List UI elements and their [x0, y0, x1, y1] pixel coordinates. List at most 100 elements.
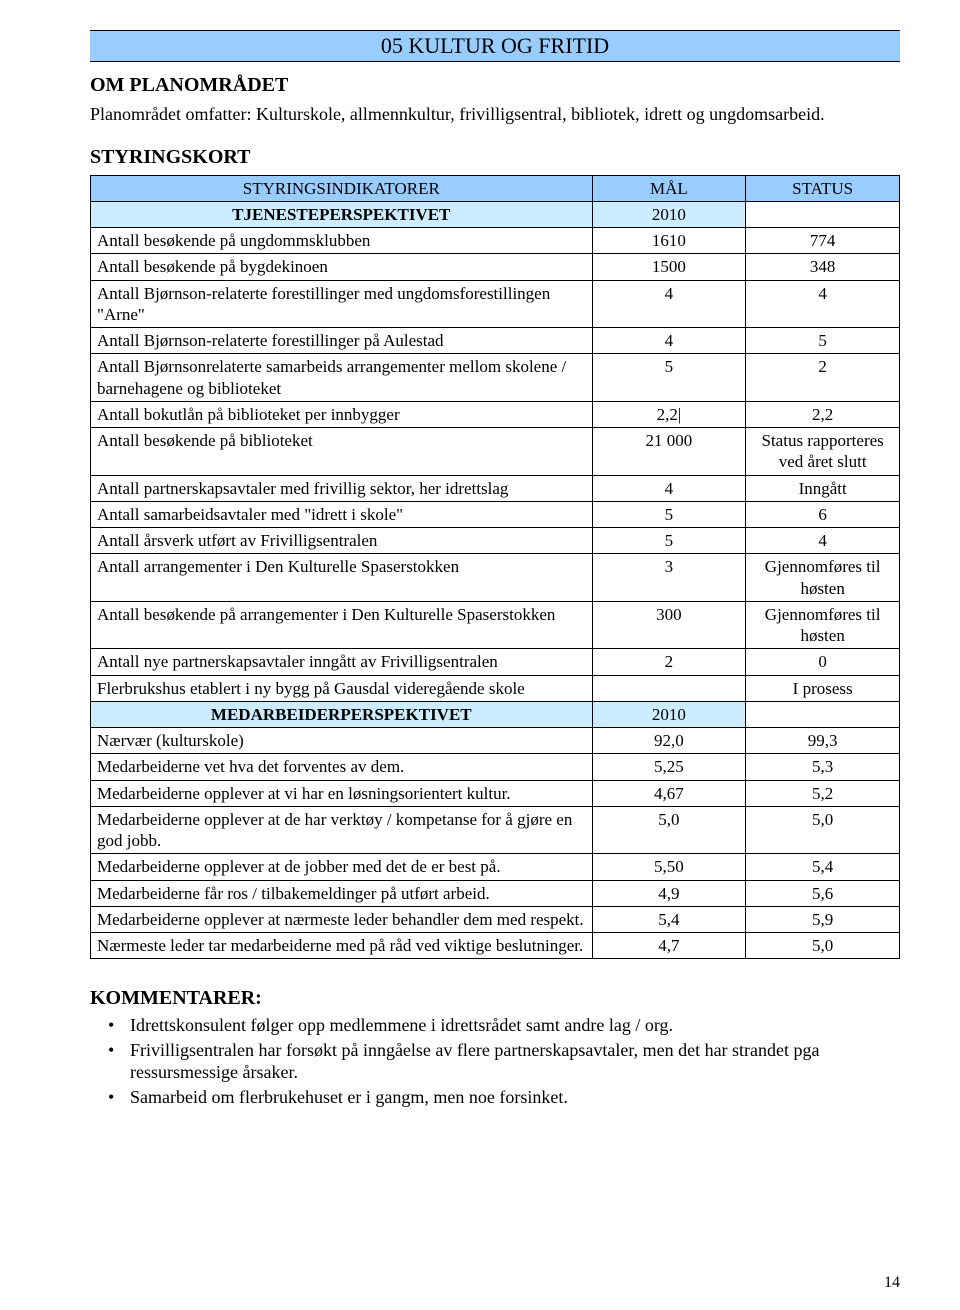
row-label: Medarbeiderne opplever at vi har en løsn… — [91, 780, 593, 806]
row-mal: 5 — [592, 354, 746, 402]
row-mal: 5,0 — [592, 806, 746, 854]
table-row: Medarbeiderne opplever at de har verktøy… — [91, 806, 900, 854]
row-status: 2 — [746, 354, 900, 402]
table-row: Antall besøkende på ungdommsklubben16107… — [91, 228, 900, 254]
table-row: Antall besøkende på arrangementer i Den … — [91, 601, 900, 649]
table-row: Medarbeiderne vet hva det forventes av d… — [91, 754, 900, 780]
row-mal: 5 — [592, 501, 746, 527]
intro-text: Planområdet omfatter: Kulturskole, allme… — [90, 103, 900, 126]
table-row: Antall bokutlån på biblioteket per innby… — [91, 401, 900, 427]
row-label: Antall arrangementer i Den Kulturelle Sp… — [91, 554, 593, 602]
list-item: Idrettskonsulent følger opp medlemmene i… — [108, 1014, 900, 1037]
row-label: Nærvær (kulturskole) — [91, 728, 593, 754]
row-label: Nærmeste leder tar medarbeiderne med på … — [91, 933, 593, 959]
row-mal: 5,50 — [592, 854, 746, 880]
row-mal: 5,25 — [592, 754, 746, 780]
row-label: Medarbeiderne opplever at nærmeste leder… — [91, 906, 593, 932]
row-status: 4 — [746, 280, 900, 328]
row-status: 5,0 — [746, 933, 900, 959]
row-label: Antall besøkende på arrangementer i Den … — [91, 601, 593, 649]
row-mal: 2,2| — [592, 401, 746, 427]
header-mal: MÅL — [592, 175, 746, 201]
row-mal — [592, 675, 746, 701]
subheader-tjeneste: TJENESTEPERSPEKTIVET 2010 — [91, 201, 900, 227]
section-styringskort: STYRINGSKORT — [90, 146, 900, 169]
row-label: Antall bokutlån på biblioteket per innby… — [91, 401, 593, 427]
header-indikatorer: STYRINGSINDIKATORER — [91, 175, 593, 201]
row-label: Antall partnerskapsavtaler med frivillig… — [91, 475, 593, 501]
table-row: Antall nye partnerskapsavtaler inngått a… — [91, 649, 900, 675]
subheader-medarbeider-val: 2010 — [592, 701, 746, 727]
row-label: Antall Bjørnson-relaterte forestillinger… — [91, 328, 593, 354]
row-label: Medarbeiderne vet hva det forventes av d… — [91, 754, 593, 780]
table-row: Antall Bjørnsonrelaterte samarbeids arra… — [91, 354, 900, 402]
table-row: Antall Bjørnson-relaterte forestillinger… — [91, 280, 900, 328]
table-row: Medarbeiderne får ros / tilbakemeldinger… — [91, 880, 900, 906]
row-mal: 5,4 — [592, 906, 746, 932]
table-header-row: STYRINGSINDIKATORER MÅL STATUS — [91, 175, 900, 201]
row-mal: 92,0 — [592, 728, 746, 754]
comments-title: KOMMENTARER: — [90, 987, 900, 1010]
row-status: Gjennomføres til høsten — [746, 554, 900, 602]
header-status: STATUS — [746, 175, 900, 201]
table-row: Antall besøkende på biblioteket21 000Sta… — [91, 428, 900, 476]
table-row: Medarbeiderne opplever at vi har en løsn… — [91, 780, 900, 806]
list-item: Samarbeid om flerbrukehuset er i gangm, … — [108, 1086, 900, 1109]
row-label: Medarbeiderne opplever at de har verktøy… — [91, 806, 593, 854]
row-label: Antall Bjørnson-relaterte forestillinger… — [91, 280, 593, 328]
row-status: 4 — [746, 528, 900, 554]
row-mal: 2 — [592, 649, 746, 675]
row-mal: 21 000 — [592, 428, 746, 476]
page-number: 14 — [884, 1274, 900, 1292]
row-status: Gjennomføres til høsten — [746, 601, 900, 649]
banner-title: 05 KULTUR OG FRITID — [381, 33, 609, 59]
row-label: Antall besøkende på ungdommsklubben — [91, 228, 593, 254]
table-row: Medarbeiderne opplever at de jobber med … — [91, 854, 900, 880]
row-status: 0 — [746, 649, 900, 675]
section-om-planomradet: OM PLANOMRÅDET — [90, 74, 900, 97]
row-label: Flerbrukshus etablert i ny bygg på Gausd… — [91, 675, 593, 701]
row-mal: 3 — [592, 554, 746, 602]
row-status: 774 — [746, 228, 900, 254]
row-mal: 1500 — [592, 254, 746, 280]
row-mal: 1610 — [592, 228, 746, 254]
comments-list: Idrettskonsulent følger opp medlemmene i… — [90, 1014, 900, 1108]
row-mal: 4,7 — [592, 933, 746, 959]
table-row: Antall partnerskapsavtaler med frivillig… — [91, 475, 900, 501]
row-mal: 4 — [592, 280, 746, 328]
subheader-tjeneste-val: 2010 — [592, 201, 746, 227]
row-status: 5,4 — [746, 854, 900, 880]
table-row: Antall årsverk utført av Frivilligsentra… — [91, 528, 900, 554]
row-label: Antall Bjørnsonrelaterte samarbeids arra… — [91, 354, 593, 402]
row-status: 5,0 — [746, 806, 900, 854]
row-label: Medarbeiderne opplever at de jobber med … — [91, 854, 593, 880]
row-status: 2,2 — [746, 401, 900, 427]
subheader-medarbeider-blank — [746, 701, 900, 727]
row-status: Status rapporteres ved året slutt — [746, 428, 900, 476]
subheader-tjeneste-label: TJENESTEPERSPEKTIVET — [91, 201, 593, 227]
row-status: 5 — [746, 328, 900, 354]
table-row: Nærvær (kulturskole)92,099,3 — [91, 728, 900, 754]
row-mal: 300 — [592, 601, 746, 649]
row-mal: 5 — [592, 528, 746, 554]
table-row: Nærmeste leder tar medarbeiderne med på … — [91, 933, 900, 959]
page-banner: 05 KULTUR OG FRITID — [90, 30, 900, 62]
row-status: 6 — [746, 501, 900, 527]
table-row: Antall arrangementer i Den Kulturelle Sp… — [91, 554, 900, 602]
table-row: Flerbrukshus etablert i ny bygg på Gausd… — [91, 675, 900, 701]
row-status: 5,3 — [746, 754, 900, 780]
table-row: Antall besøkende på bygdekinoen1500348 — [91, 254, 900, 280]
row-mal: 4,67 — [592, 780, 746, 806]
list-item: Frivilligsentralen har forsøkt på inngåe… — [108, 1039, 900, 1084]
row-status: 348 — [746, 254, 900, 280]
row-label: Antall besøkende på bygdekinoen — [91, 254, 593, 280]
subheader-medarbeider-label: MEDARBEIDERPERSPEKTIVET — [91, 701, 593, 727]
table-row: Medarbeiderne opplever at nærmeste leder… — [91, 906, 900, 932]
row-label: Antall samarbeidsavtaler med "idrett i s… — [91, 501, 593, 527]
row-status: 5,9 — [746, 906, 900, 932]
row-mal: 4,9 — [592, 880, 746, 906]
styringskort-table: STYRINGSINDIKATORER MÅL STATUS TJENESTEP… — [90, 175, 900, 960]
row-mal: 4 — [592, 475, 746, 501]
subheader-medarbeider: MEDARBEIDERPERSPEKTIVET 2010 — [91, 701, 900, 727]
row-status: Inngått — [746, 475, 900, 501]
